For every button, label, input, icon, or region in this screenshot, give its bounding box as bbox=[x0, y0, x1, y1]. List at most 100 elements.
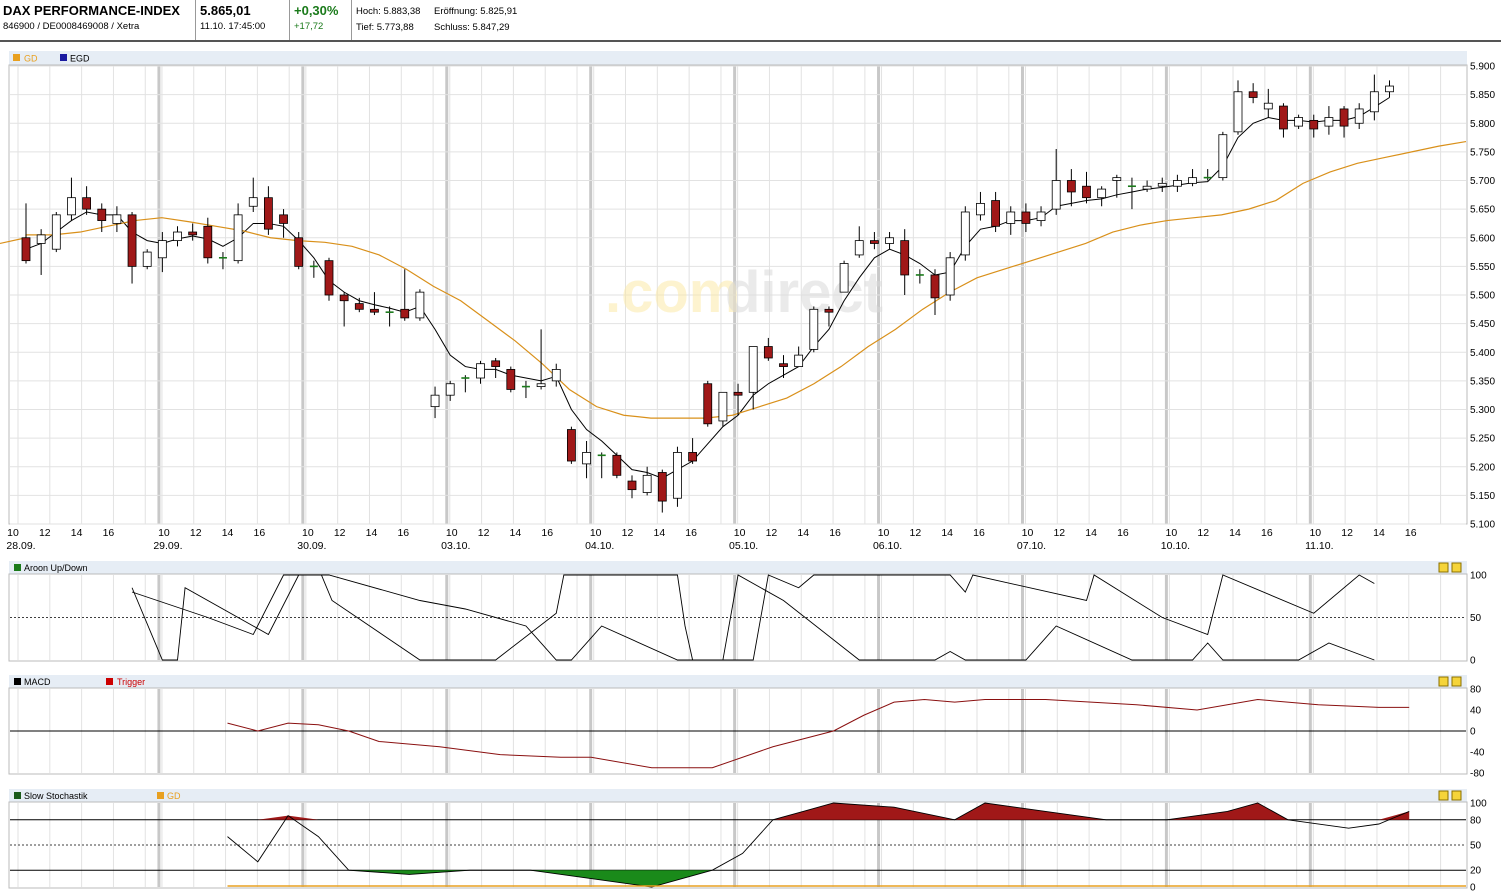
sub-y-tick-label: 50 bbox=[1470, 841, 1482, 852]
grid-lines bbox=[10, 65, 1466, 887]
y-tick-label: 5.800 bbox=[1470, 119, 1495, 130]
candle bbox=[142, 249, 152, 270]
legend-trigger-swatch bbox=[106, 678, 113, 685]
expand-icon[interactable] bbox=[1438, 676, 1449, 687]
sub-y-tick-label: 20 bbox=[1470, 866, 1482, 877]
x-hour-label: 12 bbox=[1197, 527, 1209, 539]
x-hour-label: 14 bbox=[510, 527, 522, 539]
candle-body-down bbox=[1248, 91, 1258, 98]
candle-body-down bbox=[491, 360, 501, 367]
x-day-label: 07.10. bbox=[1017, 540, 1046, 552]
watermark-direct: direct bbox=[725, 260, 883, 325]
y-tick-label: 5.200 bbox=[1470, 462, 1495, 473]
x-day-label: 03.10. bbox=[441, 540, 470, 552]
close-icon[interactable] bbox=[1451, 790, 1462, 801]
candlesticks bbox=[21, 74, 1394, 513]
price-cell: 5.865,01 11.10. 17:45:00 bbox=[196, 0, 290, 40]
sub-y-tick-label: 0 bbox=[1470, 656, 1476, 667]
sub-y-tick-label: 40 bbox=[1470, 706, 1482, 717]
candle bbox=[779, 355, 788, 379]
candle-body-down bbox=[127, 214, 137, 267]
candle bbox=[263, 186, 273, 235]
candle-body-up bbox=[1006, 211, 1016, 224]
close-icon[interactable] bbox=[1451, 676, 1462, 687]
legend-stoch-label: Slow Stochastik bbox=[24, 791, 88, 801]
candle-body-up bbox=[673, 452, 682, 499]
stoch-panel-controls[interactable] bbox=[1438, 790, 1462, 801]
x-hour-label: 12 bbox=[478, 527, 490, 539]
x-hour-label: 12 bbox=[766, 527, 778, 539]
candle bbox=[491, 357, 501, 379]
candle bbox=[1112, 174, 1122, 198]
aroon-panel-controls[interactable] bbox=[1438, 562, 1462, 573]
candle bbox=[1188, 169, 1197, 187]
candle-body-down bbox=[657, 472, 667, 502]
candle-body-up bbox=[1233, 91, 1243, 133]
candle bbox=[673, 446, 682, 507]
candle-body-up bbox=[430, 394, 440, 408]
macd-panel-controls[interactable] bbox=[1438, 676, 1462, 687]
candle-body-up bbox=[945, 257, 955, 296]
candle bbox=[1157, 177, 1167, 192]
candle-body-down bbox=[824, 308, 834, 313]
candle bbox=[1385, 80, 1394, 98]
expand-icon[interactable] bbox=[1438, 790, 1449, 801]
change-absolute: +17,72 bbox=[294, 21, 324, 32]
candle-body-up bbox=[1369, 91, 1379, 113]
candle bbox=[1203, 169, 1212, 181]
candle bbox=[612, 452, 622, 479]
candle bbox=[218, 252, 227, 270]
sub-y-tick-label: 0 bbox=[1470, 727, 1476, 738]
candle bbox=[1233, 80, 1243, 135]
candle bbox=[627, 475, 637, 499]
candle bbox=[370, 292, 379, 316]
x-hour-label: 14 bbox=[1373, 527, 1385, 539]
aroon-legend-bar bbox=[9, 561, 1467, 574]
price-datetime: 11.10. 17:45:00 bbox=[200, 21, 266, 32]
candle bbox=[1006, 206, 1016, 235]
candle-body-down bbox=[870, 240, 879, 244]
x-hour-label: 16 bbox=[103, 527, 115, 539]
sub-y-tick-label: 100 bbox=[1470, 571, 1487, 582]
x-hour-label: 16 bbox=[1261, 527, 1273, 539]
candle-body-up bbox=[1324, 117, 1334, 127]
y-tick-label: 5.300 bbox=[1470, 405, 1495, 416]
candle bbox=[203, 217, 213, 264]
candle bbox=[82, 186, 91, 215]
candle bbox=[839, 260, 849, 293]
ohlc-cell: Hoch: 5.883,38 Eröffnung: 5.825,91 Tief:… bbox=[352, 0, 572, 40]
x-hour-label: 12 bbox=[190, 527, 202, 539]
candle bbox=[657, 469, 667, 513]
y-tick-label: 5.400 bbox=[1470, 348, 1495, 359]
x-hour-label: 16 bbox=[685, 527, 697, 539]
expand-icon[interactable] bbox=[1438, 562, 1449, 573]
x-hour-label: 12 bbox=[910, 527, 922, 539]
chart-area: .com direct 5.100 5.150 5.200 5.250 5.300 5.3… bbox=[0, 51, 1495, 894]
candle bbox=[385, 306, 394, 327]
candle bbox=[870, 232, 879, 250]
candle-body-up bbox=[415, 291, 425, 319]
change-cell: +0,30% +17,72 bbox=[290, 0, 352, 40]
last-price: 5.865,01 bbox=[200, 3, 251, 18]
candle bbox=[763, 337, 773, 361]
x-hour-label: 10 bbox=[734, 527, 746, 539]
candle-body-down bbox=[324, 260, 334, 296]
candle-body-up bbox=[1218, 134, 1228, 179]
candle-body-down bbox=[97, 208, 107, 221]
candle-body-down bbox=[294, 237, 304, 267]
y-tick-label: 5.750 bbox=[1470, 147, 1495, 158]
candle bbox=[1279, 103, 1288, 138]
x-hour-label: 16 bbox=[973, 527, 985, 539]
candle bbox=[748, 346, 758, 410]
low-value: Tief: 5.773,88 bbox=[356, 22, 414, 33]
x-hour-label: 10 bbox=[7, 527, 19, 539]
candle bbox=[930, 269, 940, 316]
candle bbox=[794, 346, 804, 367]
stoch-line bbox=[227, 802, 1410, 888]
x-hour-label: 10 bbox=[302, 527, 314, 539]
candle bbox=[324, 257, 334, 301]
candle bbox=[915, 269, 924, 284]
candle-body-up bbox=[1157, 182, 1167, 187]
close-icon[interactable] bbox=[1451, 562, 1462, 573]
x-hour-label: 10 bbox=[1309, 527, 1321, 539]
